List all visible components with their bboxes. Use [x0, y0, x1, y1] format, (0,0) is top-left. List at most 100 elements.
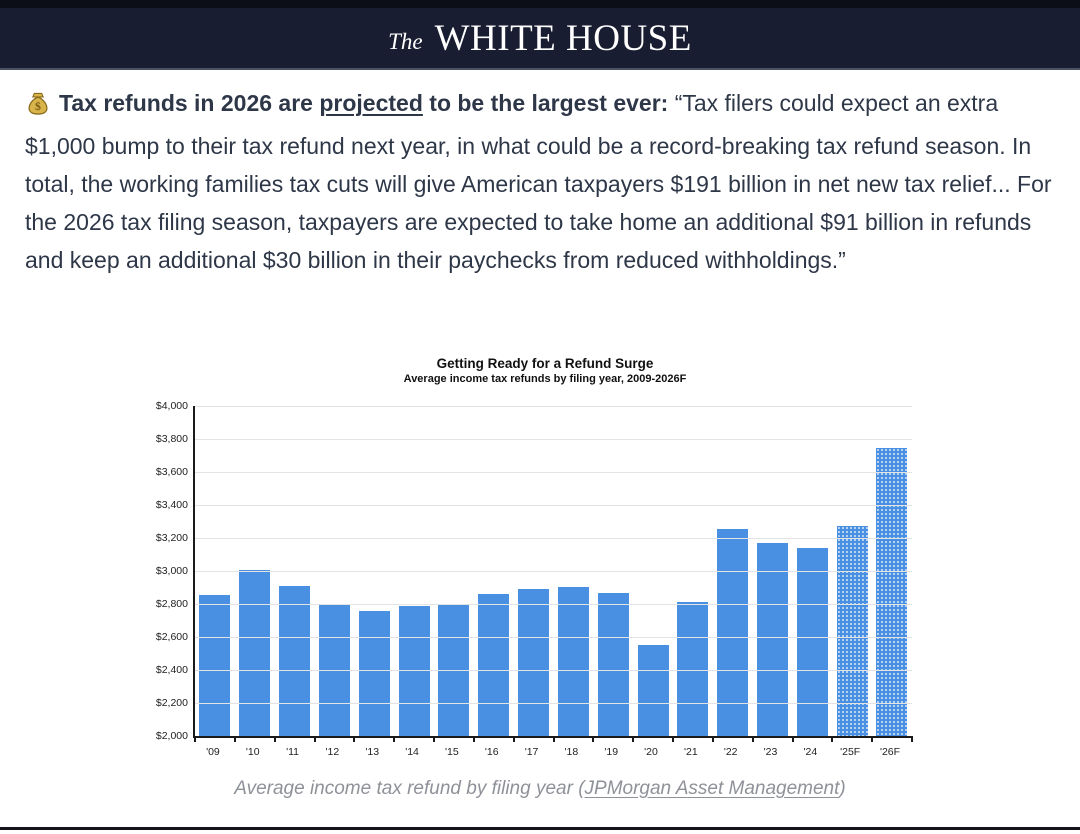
chart-bar-19 [597, 592, 629, 736]
bar-slot [514, 588, 554, 736]
lead-bold-post: to be the largest ever: [422, 90, 669, 116]
x-axis-tick [552, 736, 555, 742]
x-axis-label: '16 [484, 746, 499, 758]
chart-canvas: $2,000 $2,200 $2,400 $2,600 $2,800 $3,000 $3,2… [150, 400, 940, 806]
x-axis-tick [433, 736, 435, 742]
y-axis-label: $2,200 [155, 697, 188, 709]
x-axis-tick [194, 736, 196, 742]
jpmorgan-link[interactable]: JPMorgan Asset Management [584, 778, 840, 799]
logo-prefix: The [388, 29, 423, 54]
bar-slot [832, 525, 872, 736]
chart-bar-13 [358, 611, 390, 736]
chart-bar-21 [677, 601, 709, 736]
bar-slot [553, 586, 593, 736]
x-axis-label: '21 [684, 746, 698, 758]
x-axis-label: '20 [644, 746, 658, 758]
x-axis-label: '10 [245, 746, 260, 758]
y-axis-label: $3,000 [155, 565, 188, 577]
chart-bar-23 [757, 543, 788, 736]
lead-bold: Tax refunds in 2026 are projected to be … [59, 90, 668, 116]
y-axis-labels: $2,000 $2,200 $2,400 $2,600 $2,800 $3,000 $3,2… [150, 400, 188, 742]
gridline [195, 439, 912, 440]
x-axis-tick [871, 736, 874, 742]
chart-plot [193, 406, 913, 742]
x-axis-tick [313, 736, 316, 742]
section-divider [0, 827, 1080, 830]
x-axis-tick [672, 736, 674, 742]
x-axis-tick [632, 736, 635, 742]
lead-underlined-word: projected [319, 90, 423, 116]
chart-bar-10 [239, 570, 271, 736]
x-axis-tick [393, 736, 396, 742]
lead-bold-pre: Tax refunds in 2026 are [59, 90, 320, 116]
lead-paragraph: $ Tax refunds in 2026 are projected to be… [25, 84, 1058, 279]
bar-slot [753, 543, 793, 736]
bar-slot [792, 548, 832, 736]
bar-slot [872, 448, 912, 736]
chart-title: Getting Ready for a Refund Surge [436, 356, 654, 371]
chart-bar-18 [557, 586, 589, 736]
x-axis-tick [512, 736, 515, 742]
x-axis-tick [911, 736, 913, 742]
x-axis-label: '14 [405, 746, 419, 758]
y-axis-label: $3,800 [155, 433, 188, 445]
x-axis-tick [353, 736, 356, 742]
logo-name: WHITE HOUSE [434, 17, 692, 59]
gridline [195, 472, 912, 473]
x-axis-tick [711, 736, 714, 742]
chart-bar-11 [279, 585, 311, 736]
site-header: The WHITE HOUSE [0, 0, 1080, 70]
chart-bar-26F [876, 448, 908, 736]
y-axis-label: $3,600 [155, 466, 188, 478]
white-house-logo[interactable]: The WHITE HOUSE [0, 8, 1080, 68]
bars-row [195, 406, 912, 736]
y-axis-label: $3,400 [155, 499, 188, 511]
chart-bar-12 [318, 603, 350, 736]
x-axis-tick [831, 736, 834, 742]
x-axis-tick [592, 736, 595, 742]
x-axis-label: '18 [564, 746, 579, 758]
lead-quote: “Tax filers could expect an extra $1,000… [25, 90, 1052, 273]
gridline [195, 637, 912, 638]
chart-bar-25F [836, 525, 868, 736]
x-axis-label: '11 [286, 746, 300, 758]
y-axis-label: $2,400 [155, 664, 188, 676]
chart-bar-20 [637, 645, 669, 736]
x-axis-label: '26F [879, 746, 901, 758]
x-axis-label: '13 [365, 746, 380, 758]
article-text: $ Tax refunds in 2026 are projected to be… [25, 84, 1058, 279]
bar-slot [474, 594, 514, 736]
bar-slot [713, 529, 753, 736]
bar-slot [235, 570, 275, 736]
y-axis-label: $3,200 [155, 532, 188, 544]
gridline [195, 571, 912, 572]
gridline [195, 538, 912, 539]
caption-post: ) [839, 778, 846, 799]
chart-bar-22 [717, 529, 749, 736]
chart-bar-17 [518, 588, 550, 736]
x-axis-labels: '09 '10 '11 '12 '13 '14 '15 '16 '17 '18 '19 '20 '21 '… [193, 746, 910, 758]
gridline [195, 406, 912, 407]
x-axis-tick [273, 736, 276, 742]
bar-slot [275, 585, 315, 736]
bar-slot [314, 603, 354, 736]
x-axis-label: '19 [604, 746, 619, 758]
chart-subtitle: Average income tax refunds by filing yea… [403, 373, 687, 385]
bar-slot [633, 645, 673, 736]
x-axis-tick [751, 736, 754, 742]
gridline [195, 670, 912, 671]
chart-caption: Average income tax refund by filing year… [0, 778, 1080, 800]
gridline [195, 703, 912, 704]
caption-pre: Average income tax refund by filing year… [234, 778, 585, 799]
x-axis-label: '23 [763, 746, 778, 758]
x-axis-tick [472, 736, 475, 742]
x-axis-label: '15 [445, 746, 459, 758]
y-axis-label: $2,600 [155, 631, 188, 643]
gridline [195, 604, 912, 605]
x-axis-tick [791, 736, 794, 742]
y-axis-label: $2,000 [155, 730, 188, 742]
chart-bar-24 [796, 548, 828, 736]
x-axis-tick [233, 736, 236, 742]
x-axis-label: '22 [723, 746, 738, 758]
